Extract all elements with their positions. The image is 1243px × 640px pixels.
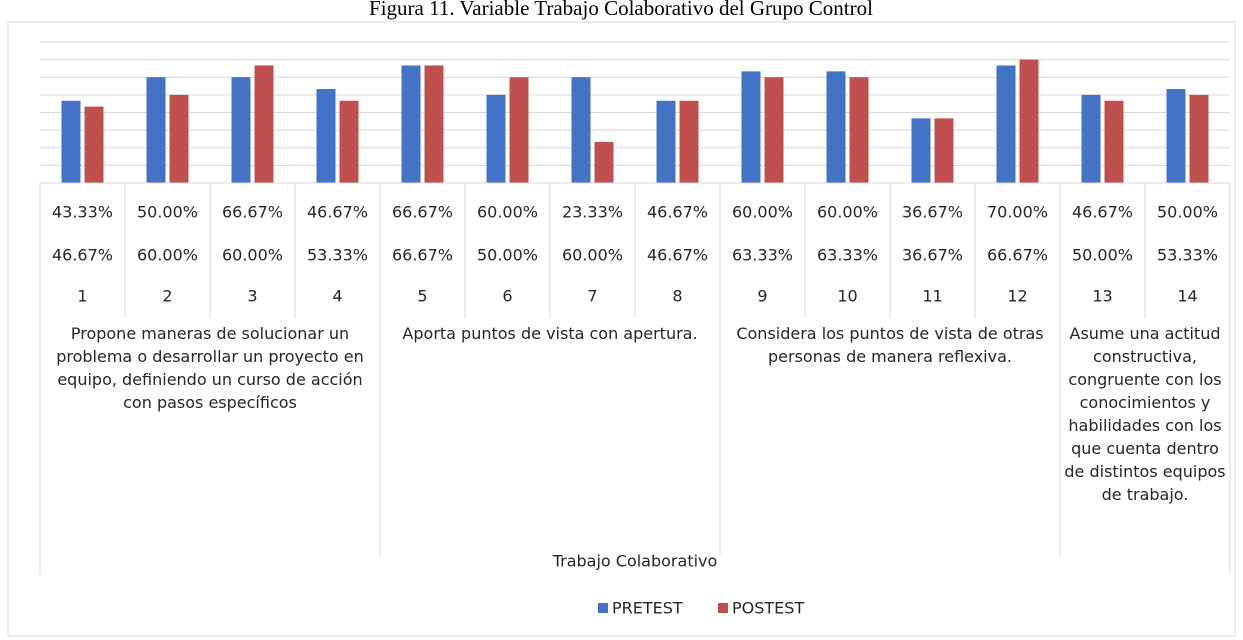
table-value: 36.67%: [902, 203, 963, 222]
bar: [996, 65, 1016, 183]
bar: [424, 65, 444, 183]
x-tick-label: 3: [247, 287, 257, 306]
group-label: Considera los puntos de vista de otras p…: [736, 324, 1044, 366]
bar: [1189, 94, 1209, 183]
chart-title: Figura 11. Variable Trabajo Colaborativo…: [369, 0, 873, 20]
table-value: 50.00%: [137, 203, 198, 222]
table-value: 36.67%: [902, 246, 963, 265]
table-value: 46.67%: [52, 246, 113, 265]
bar: [1081, 94, 1101, 183]
bar: [339, 100, 359, 183]
table-value: 60.00%: [137, 246, 198, 265]
bar: [509, 77, 529, 183]
bar: [84, 106, 104, 183]
table-value: 63.33%: [732, 246, 793, 265]
table-value: 66.67%: [222, 203, 283, 222]
bar: [656, 100, 676, 183]
table-value: 46.67%: [307, 203, 368, 222]
group-label: Aporta puntos de vista con apertura.: [402, 324, 698, 343]
bar: [486, 94, 506, 183]
bar: [911, 118, 931, 183]
x-tick-label: 10: [837, 287, 857, 306]
table-value: 63.33%: [817, 246, 878, 265]
table-value: 23.33%: [562, 203, 623, 222]
legend-swatch: [598, 603, 608, 613]
x-tick-label: 2: [162, 287, 172, 306]
bar: [849, 77, 869, 183]
chart-border: [7, 21, 1236, 637]
bar: [741, 71, 761, 183]
x-tick-label: 9: [757, 287, 767, 306]
table-value: 43.33%: [52, 203, 113, 222]
bar: [594, 141, 614, 183]
bar: [169, 94, 189, 183]
table-value: 66.67%: [392, 246, 453, 265]
x-tick-label: 7: [587, 287, 597, 306]
table-value: 60.00%: [817, 203, 878, 222]
x-tick-label: 8: [672, 287, 682, 306]
x-tick-label: 13: [1092, 287, 1112, 306]
legend-label: POSTEST: [732, 599, 804, 618]
table-value: 66.67%: [987, 246, 1048, 265]
group-label: Asume una actitud constructiva, congruen…: [1064, 324, 1226, 504]
bar: [61, 100, 81, 183]
table-value: 46.67%: [647, 246, 708, 265]
x-tick-label: 4: [332, 287, 342, 306]
bar: [934, 118, 954, 183]
x-axis-title: Trabajo Colaborativo: [552, 552, 718, 571]
table-value: 50.00%: [1072, 246, 1133, 265]
bar: [1166, 89, 1186, 183]
table-value: 50.00%: [1157, 203, 1218, 222]
bar: [254, 65, 274, 183]
bar: [146, 77, 166, 183]
bar: [316, 89, 336, 183]
table-value: 60.00%: [477, 203, 538, 222]
table-value: 53.33%: [1157, 246, 1218, 265]
table-value: 46.67%: [1072, 203, 1133, 222]
table-value: 60.00%: [562, 246, 623, 265]
x-tick-label: 5: [417, 287, 427, 306]
x-tick-label: 12: [1007, 287, 1027, 306]
table-value: 66.67%: [392, 203, 453, 222]
legend-label: PRETEST: [612, 599, 683, 618]
table-value: 50.00%: [477, 246, 538, 265]
table-value: 46.67%: [647, 203, 708, 222]
bar: [571, 77, 591, 183]
table-value: 60.00%: [222, 246, 283, 265]
bar: [401, 65, 421, 183]
bar: [826, 71, 846, 183]
bar: [764, 77, 784, 183]
bar: [1019, 59, 1039, 183]
x-tick-label: 14: [1177, 287, 1197, 306]
table-value: 70.00%: [987, 203, 1048, 222]
table-value: 53.33%: [307, 246, 368, 265]
bar: [1104, 100, 1124, 183]
x-tick-label: 1: [77, 287, 87, 306]
bar: [231, 77, 251, 183]
table-value: 60.00%: [732, 203, 793, 222]
bar: [679, 100, 699, 183]
x-tick-label: 6: [502, 287, 512, 306]
group-label: Propone maneras de solucionar un problem…: [56, 324, 364, 412]
legend-swatch: [718, 603, 728, 613]
x-tick-label: 11: [922, 287, 942, 306]
